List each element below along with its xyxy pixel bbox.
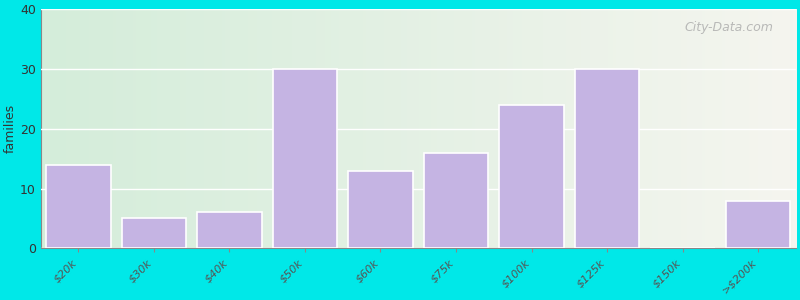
Bar	[726, 200, 790, 248]
Bar	[499, 105, 564, 248]
Bar	[122, 218, 186, 248]
Bar	[198, 212, 262, 248]
Bar	[46, 165, 110, 248]
Text: City-Data.com: City-Data.com	[684, 21, 773, 34]
Bar	[273, 69, 337, 248]
Bar	[349, 171, 413, 248]
Bar	[424, 153, 488, 248]
Bar	[575, 69, 639, 248]
Y-axis label: families: families	[4, 104, 17, 153]
